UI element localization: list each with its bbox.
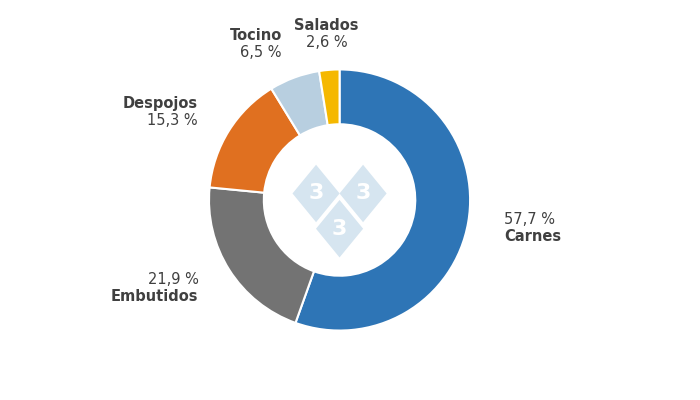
Polygon shape xyxy=(293,165,340,222)
Text: Carnes: Carnes xyxy=(504,229,561,244)
Text: 15,3 %: 15,3 % xyxy=(147,113,198,128)
Text: 3: 3 xyxy=(332,219,347,239)
Text: 3: 3 xyxy=(309,184,323,204)
Wedge shape xyxy=(295,70,470,330)
Text: 2,6 %: 2,6 % xyxy=(306,35,347,50)
Wedge shape xyxy=(209,187,314,323)
Text: Tocino: Tocino xyxy=(230,28,281,43)
Text: Embutidos: Embutidos xyxy=(111,290,198,304)
Text: 3: 3 xyxy=(356,184,371,204)
Wedge shape xyxy=(272,71,328,136)
Polygon shape xyxy=(340,165,386,222)
Wedge shape xyxy=(319,70,339,125)
Text: 57,7 %: 57,7 % xyxy=(504,212,555,227)
Text: Despojos: Despojos xyxy=(122,96,198,111)
Text: 6,5 %: 6,5 % xyxy=(240,45,281,60)
Text: 21,9 %: 21,9 % xyxy=(148,272,198,288)
Wedge shape xyxy=(209,89,300,193)
Polygon shape xyxy=(316,200,363,258)
Text: Salados: Salados xyxy=(294,18,358,34)
